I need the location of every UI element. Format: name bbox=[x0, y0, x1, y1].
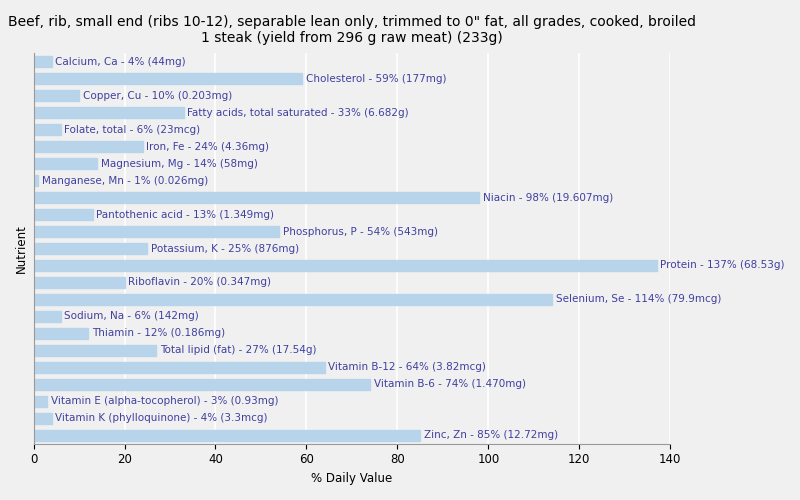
Bar bbox=[34, 277, 125, 288]
Text: Protein - 137% (68.53g): Protein - 137% (68.53g) bbox=[660, 260, 785, 270]
Bar bbox=[34, 345, 156, 356]
Bar bbox=[34, 74, 302, 85]
Bar bbox=[34, 56, 52, 68]
Bar bbox=[34, 243, 147, 254]
Text: Riboflavin - 20% (0.347mg): Riboflavin - 20% (0.347mg) bbox=[128, 278, 271, 287]
Text: Phosphorus, P - 54% (543mg): Phosphorus, P - 54% (543mg) bbox=[282, 226, 438, 236]
Text: Folate, total - 6% (23mcg): Folate, total - 6% (23mcg) bbox=[65, 124, 201, 134]
Text: Calcium, Ca - 4% (44mg): Calcium, Ca - 4% (44mg) bbox=[55, 57, 186, 67]
Text: Sodium, Na - 6% (142mg): Sodium, Na - 6% (142mg) bbox=[65, 312, 199, 322]
Bar bbox=[34, 209, 93, 220]
Bar bbox=[34, 412, 52, 424]
Text: Fatty acids, total saturated - 33% (6.682g): Fatty acids, total saturated - 33% (6.68… bbox=[187, 108, 409, 118]
Bar bbox=[34, 328, 88, 339]
Text: Cholesterol - 59% (177mg): Cholesterol - 59% (177mg) bbox=[306, 74, 446, 84]
Text: Pantothenic acid - 13% (1.349mg): Pantothenic acid - 13% (1.349mg) bbox=[96, 210, 274, 220]
Bar bbox=[34, 141, 142, 152]
Text: Vitamin B-12 - 64% (3.82mcg): Vitamin B-12 - 64% (3.82mcg) bbox=[328, 362, 486, 372]
Title: Beef, rib, small end (ribs 10-12), separable lean only, trimmed to 0" fat, all g: Beef, rib, small end (ribs 10-12), separ… bbox=[8, 15, 696, 45]
Text: Zinc, Zn - 85% (12.72mg): Zinc, Zn - 85% (12.72mg) bbox=[424, 430, 558, 440]
Text: Thiamin - 12% (0.186mg): Thiamin - 12% (0.186mg) bbox=[92, 328, 225, 338]
Bar bbox=[34, 379, 370, 390]
Text: Selenium, Se - 114% (79.9mcg): Selenium, Se - 114% (79.9mcg) bbox=[556, 294, 721, 304]
Text: Copper, Cu - 10% (0.203mg): Copper, Cu - 10% (0.203mg) bbox=[82, 90, 232, 101]
Bar bbox=[34, 396, 47, 407]
Bar bbox=[34, 260, 657, 271]
Bar bbox=[34, 192, 479, 203]
Text: Niacin - 98% (19.607mg): Niacin - 98% (19.607mg) bbox=[483, 192, 613, 202]
Bar bbox=[34, 175, 38, 186]
Text: Vitamin E (alpha-tocopherol) - 3% (0.93mg): Vitamin E (alpha-tocopherol) - 3% (0.93m… bbox=[51, 396, 278, 406]
Text: Vitamin B-6 - 74% (1.470mg): Vitamin B-6 - 74% (1.470mg) bbox=[374, 380, 526, 390]
Bar bbox=[34, 294, 552, 305]
Text: Iron, Fe - 24% (4.36mg): Iron, Fe - 24% (4.36mg) bbox=[146, 142, 270, 152]
Text: Magnesium, Mg - 14% (58mg): Magnesium, Mg - 14% (58mg) bbox=[101, 158, 258, 168]
Bar bbox=[34, 311, 61, 322]
Bar bbox=[34, 158, 98, 169]
Bar bbox=[34, 226, 279, 237]
Bar bbox=[34, 90, 79, 102]
Text: Vitamin K (phylloquinone) - 4% (3.3mcg): Vitamin K (phylloquinone) - 4% (3.3mcg) bbox=[55, 414, 268, 424]
Text: Potassium, K - 25% (876mg): Potassium, K - 25% (876mg) bbox=[151, 244, 299, 254]
Bar bbox=[34, 430, 420, 441]
Bar bbox=[34, 124, 61, 135]
Bar bbox=[34, 107, 184, 118]
Y-axis label: Nutrient: Nutrient bbox=[15, 224, 28, 273]
Text: Total lipid (fat) - 27% (17.54g): Total lipid (fat) - 27% (17.54g) bbox=[160, 346, 317, 356]
X-axis label: % Daily Value: % Daily Value bbox=[311, 472, 393, 485]
Text: Manganese, Mn - 1% (0.026mg): Manganese, Mn - 1% (0.026mg) bbox=[42, 176, 208, 186]
Bar bbox=[34, 362, 325, 373]
